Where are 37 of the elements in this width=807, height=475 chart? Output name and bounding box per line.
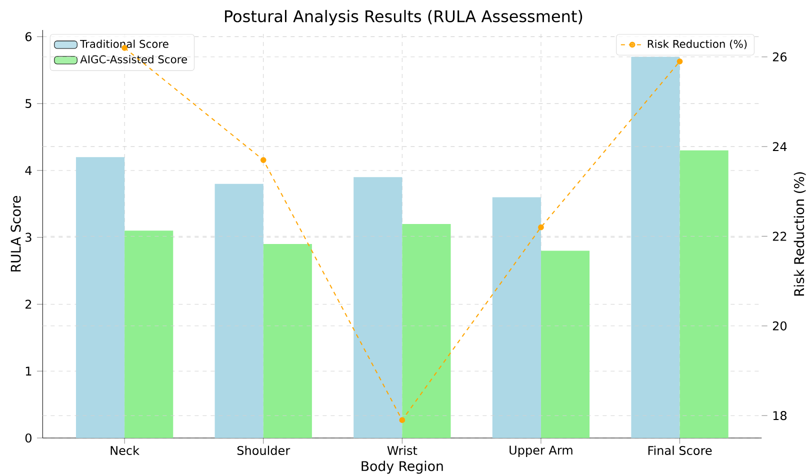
bar — [402, 224, 451, 438]
legend-label: Traditional Score — [80, 40, 168, 48]
x-tick-label: Neck — [110, 446, 140, 456]
bar — [354, 177, 402, 438]
y-tick-label: 5 — [26, 99, 32, 108]
bar — [492, 197, 541, 438]
bar — [540, 250, 590, 438]
y2-tick-label: 26 — [772, 52, 787, 62]
y-axis-title: RULA Score — [10, 196, 21, 272]
y-tick-label: 6 — [25, 32, 32, 42]
legend-label: AIGC-Assisted Score — [80, 55, 188, 64]
bar — [680, 150, 728, 438]
y2-tick-label: 20 — [772, 321, 787, 330]
bar — [263, 244, 312, 438]
x-tick-label: Shoulder — [237, 446, 290, 456]
y2-axis-title: Risk Reduction (%) — [794, 172, 806, 296]
x-tick-label: Wrist — [387, 446, 418, 456]
point — [399, 417, 406, 424]
y-tick-label: 3 — [26, 232, 32, 242]
bar — [76, 157, 125, 438]
y2-tick-label: 18 — [773, 411, 787, 420]
bar — [124, 230, 174, 438]
y-tick-label: 1 — [26, 366, 32, 376]
point — [260, 157, 266, 163]
legend-label: Risk Reduction (%) — [648, 40, 747, 50]
point — [538, 224, 544, 230]
y-tick-label: 2 — [26, 300, 32, 309]
y-tick-label: 4 — [25, 166, 32, 175]
y2-tick-label: 22 — [772, 232, 786, 241]
x-axis-title: Body Region — [362, 460, 443, 474]
y-tick-label: 0 — [25, 433, 32, 443]
x-tick-label: Final Score — [648, 446, 712, 456]
x-tick-label: Upper Arm — [510, 446, 572, 457]
point — [676, 58, 683, 64]
chart-title: Postural Analysis Results (RULA Assessment) — [225, 10, 582, 26]
y2-tick-label: 24 — [772, 142, 787, 152]
bar — [214, 184, 264, 438]
